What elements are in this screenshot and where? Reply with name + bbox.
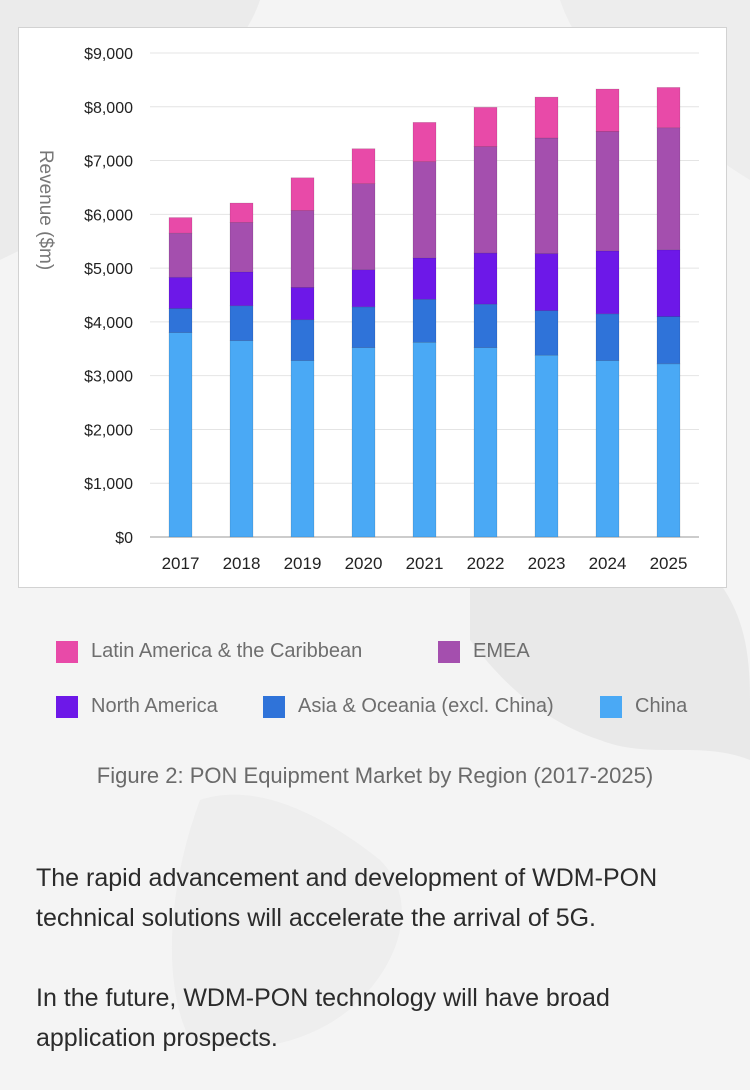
bar-segment-asia-oceania-excl-china-	[351, 306, 376, 349]
legend-swatch	[56, 695, 78, 718]
bar-segment-emea	[534, 137, 559, 254]
bar-segment-china	[412, 342, 437, 538]
bar-segment-latin-america-the-caribbean	[412, 122, 437, 162]
y-tick-label: $1,000	[84, 476, 133, 493]
bar-segment-emea	[473, 146, 498, 254]
legend-swatch	[56, 640, 78, 663]
bar-segment-latin-america-the-caribbean	[229, 202, 254, 223]
bar-segment-north-america	[534, 253, 559, 311]
stacked-bar-chart: $0 $1,000 $2,000 $3,000 $4,000 $5,000 $6,000 $7…	[35, 46, 699, 573]
bar-segment-asia-oceania-excl-china-	[229, 305, 254, 342]
y-tick-label: $9,000	[84, 46, 133, 63]
bar-segment-china	[351, 347, 376, 538]
bar-segment-north-america	[229, 271, 254, 307]
legend-item-emea: EMEA	[438, 640, 530, 663]
bar-segment-north-america	[473, 252, 498, 305]
bar-segment-china	[229, 340, 254, 538]
bar-segment-latin-america-the-caribbean	[290, 177, 315, 211]
bar-segment-north-america	[595, 250, 620, 315]
legend-label: Asia & Oceania (excl. China)	[298, 695, 554, 717]
bar-segment-latin-america-the-caribbean	[168, 217, 193, 234]
legend-label: Latin America & the Caribbean	[91, 640, 363, 662]
y-tick-label: $0	[115, 530, 133, 547]
legend-item-latin-america: Latin America & the Caribbean	[56, 640, 362, 663]
bar-segment-north-america	[656, 249, 681, 317]
legend-swatch	[263, 695, 285, 718]
bar-segment-north-america	[290, 287, 315, 321]
bar-segment-asia-oceania-excl-china-	[473, 303, 498, 349]
bar-segment-emea	[168, 232, 193, 278]
bar-segment-emea	[656, 127, 681, 251]
bar-segment-latin-america-the-caribbean	[534, 96, 559, 139]
bar-segment-china	[656, 363, 681, 538]
bar-segment-emea	[290, 210, 315, 288]
chart-panel: $0 $1,000 $2,000 $3,000 $4,000 $5,000 $6,000 $7…	[18, 27, 727, 588]
legend-label: North America	[91, 695, 218, 717]
legend-label: China	[635, 695, 688, 717]
x-tick-label: 2018	[223, 554, 261, 573]
bar-segment-emea	[351, 183, 376, 271]
x-tick-label: 2017	[162, 554, 200, 573]
chart-legend: Latin America & the Caribbean EMEA North…	[0, 630, 750, 740]
bar-segment-north-america	[168, 276, 193, 309]
x-tick-label: 2019	[284, 554, 322, 573]
bar-segment-asia-oceania-excl-china-	[534, 310, 559, 356]
bar-segment-asia-oceania-excl-china-	[412, 299, 437, 343]
y-tick-label: $6,000	[84, 207, 133, 224]
bar-segment-asia-oceania-excl-china-	[595, 313, 620, 361]
y-tick-label: $5,000	[84, 261, 133, 278]
x-tick-label: 2025	[650, 554, 688, 573]
y-tick-label: $3,000	[84, 369, 133, 386]
bar-segment-china	[595, 360, 620, 538]
bar-segment-china	[473, 347, 498, 538]
legend-item-china: China	[600, 695, 687, 718]
bar-segment-emea	[595, 131, 620, 252]
bar-segment-north-america	[412, 257, 437, 300]
legend-swatch	[438, 640, 460, 663]
x-tick-label: 2021	[406, 554, 444, 573]
bar-segment-emea	[412, 161, 437, 259]
bar-segment-latin-america-the-caribbean	[656, 87, 681, 129]
bar-segment-latin-america-the-caribbean	[351, 148, 376, 184]
y-tick-label: $2,000	[84, 422, 133, 439]
y-tick-label: $8,000	[84, 100, 133, 117]
bar-segment-china	[534, 354, 559, 538]
bar-segment-china	[290, 360, 315, 538]
y-tick-label: $4,000	[84, 315, 133, 332]
legend-item-north-america: North America	[56, 695, 218, 718]
bar-segment-asia-oceania-excl-china-	[290, 319, 315, 361]
bar-segment-asia-oceania-excl-china-	[168, 308, 193, 333]
x-tick-label: 2020	[345, 554, 383, 573]
x-tick-label: 2024	[589, 554, 627, 573]
y-tick-label: $7,000	[84, 154, 133, 171]
bar-segment-china	[168, 332, 193, 538]
bar-segment-north-america	[351, 269, 376, 308]
figure-caption: Figure 2: PON Equipment Market by Region…	[96, 763, 654, 788]
body-paragraph: In the future, WDM-PON technology will h…	[36, 984, 610, 1052]
bar-segment-asia-oceania-excl-china-	[656, 316, 681, 365]
y-axis-label: Revenue ($m)	[35, 150, 56, 270]
legend-label: EMEA	[473, 640, 530, 662]
bar-segment-latin-america-the-caribbean	[473, 107, 498, 147]
legend-item-asia-oceania: Asia & Oceania (excl. China)	[263, 695, 554, 718]
bar-segment-emea	[229, 222, 254, 273]
x-tick-label: 2022	[467, 554, 505, 573]
bar-segment-latin-america-the-caribbean	[595, 88, 620, 132]
x-tick-label: 2023	[528, 554, 566, 573]
body-paragraph: The rapid advancement and development of…	[36, 864, 658, 932]
legend-swatch	[600, 695, 622, 718]
